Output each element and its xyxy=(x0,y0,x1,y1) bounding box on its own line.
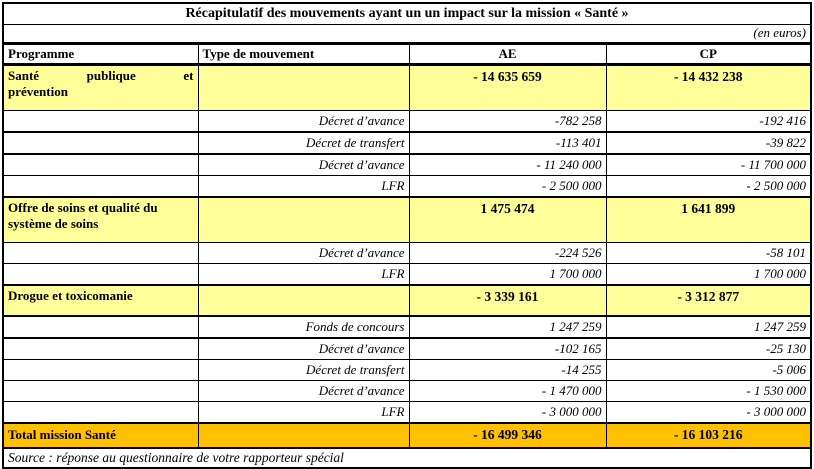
cp-value: 1 247 259 xyxy=(605,315,812,339)
program-name-line2: système de soins xyxy=(8,216,99,232)
movement-row: LFR - 2 500 000 - 2 500 000 xyxy=(2,175,812,198)
empty-cell xyxy=(197,284,410,317)
movement-row: Décret de transfert -14 255 -5 006 xyxy=(2,359,812,381)
cp-value: - 14 432 238 xyxy=(605,63,812,111)
col-header-ae: AE xyxy=(408,43,607,66)
ae-value: - 3 000 000 xyxy=(408,401,607,424)
empty-cell xyxy=(2,401,199,424)
cp-value: -39 822 xyxy=(605,131,812,155)
cp-value: 1 641 899 xyxy=(605,196,812,243)
empty-cell xyxy=(2,242,199,264)
empty-cell xyxy=(2,110,199,133)
empty-cell xyxy=(197,196,410,243)
ae-value: 1 700 000 xyxy=(408,263,607,286)
movement-row: Fonds de concours 1 247 259 1 247 259 xyxy=(2,315,812,339)
movement-type: Décret d’avance xyxy=(197,110,410,133)
total-row: Total mission Santé - 16 499 346 - 16 10… xyxy=(2,422,812,449)
empty-cell xyxy=(2,153,199,176)
total-label: Total mission Santé xyxy=(2,422,199,449)
movement-row: Décret d’avance -102 165 -25 130 xyxy=(2,337,812,360)
empty-cell xyxy=(2,359,199,381)
program-summary-row: Santé publique et prévention - 14 635 65… xyxy=(2,63,812,111)
empty-cell xyxy=(2,131,199,155)
program-summary-row: Offre de soins et qualité du système de … xyxy=(2,196,812,243)
header-row: Programme Type de mouvement AE CP xyxy=(2,43,812,66)
empty-cell xyxy=(2,337,199,360)
movement-type: Décret de transfert xyxy=(197,131,410,155)
cp-value: -5 006 xyxy=(605,359,812,381)
movement-type: Décret de transfert xyxy=(197,359,410,381)
ae-value: - 3 339 161 xyxy=(408,284,607,317)
movement-type: LFR xyxy=(197,401,410,424)
movement-row: Décret d’avance - 1 470 000 - 1 530 000 xyxy=(2,380,812,402)
ae-value: -113 401 xyxy=(408,131,607,155)
empty-cell xyxy=(2,175,199,198)
cp-value: - 2 500 000 xyxy=(605,175,812,198)
movement-type: LFR xyxy=(197,175,410,198)
movement-type: Décret d’avance xyxy=(197,380,410,402)
ae-value: - 14 635 659 xyxy=(408,63,607,111)
ae-value: 1 475 474 xyxy=(408,196,607,243)
program-summary-row: Drogue et toxicomanie - 3 339 161 - 3 31… xyxy=(2,284,812,317)
ae-value: -782 258 xyxy=(408,110,607,133)
program-name: Santé publique et prévention xyxy=(2,63,199,111)
cp-value: - 1 530 000 xyxy=(605,380,812,402)
cp-value: - 3 312 877 xyxy=(605,284,812,317)
col-header-type: Type de mouvement xyxy=(197,43,410,66)
total-ae-value: - 16 499 346 xyxy=(408,422,607,449)
empty-cell xyxy=(197,422,410,449)
program-name: Offre de soins et qualité du système de … xyxy=(2,196,199,243)
total-cp-value: - 16 103 216 xyxy=(605,422,812,449)
ae-value: -224 526 xyxy=(408,242,607,264)
cp-value: 1 700 000 xyxy=(605,263,812,286)
unit-note: (en euros) xyxy=(2,24,812,45)
ae-value: -14 255 xyxy=(408,359,607,381)
empty-cell xyxy=(197,63,410,111)
cp-value: - 11 700 000 xyxy=(605,153,812,176)
cp-value: - 3 000 000 xyxy=(605,401,812,424)
program-name-line1: Santé publique et xyxy=(8,68,194,83)
ae-value: -102 165 xyxy=(408,337,607,360)
ae-value: - 2 500 000 xyxy=(408,175,607,198)
cp-value: -25 130 xyxy=(605,337,812,360)
page-title: Récapitulatif des mouvements ayant un un… xyxy=(2,2,812,25)
movement-type: LFR xyxy=(197,263,410,286)
source-note: Source : réponse au questionnaire de vot… xyxy=(2,447,812,469)
ae-value: 1 247 259 xyxy=(408,315,607,339)
col-header-cp: CP xyxy=(605,43,812,66)
ae-value: - 11 240 000 xyxy=(408,153,607,176)
table-row: (en euros) xyxy=(2,24,812,45)
program-name-line2: prévention xyxy=(8,84,68,100)
movement-type: Décret d’avance xyxy=(197,337,410,360)
empty-cell xyxy=(2,315,199,339)
cp-value: -58 101 xyxy=(605,242,812,264)
source-row: Source : réponse au questionnaire de vot… xyxy=(2,447,812,469)
movement-row: Décret d’avance - 11 240 000 - 11 700 00… xyxy=(2,153,812,176)
movement-type: Décret d’avance xyxy=(197,242,410,264)
empty-cell xyxy=(2,263,199,286)
movement-row: Décret de transfert -113 401 -39 822 xyxy=(2,131,812,155)
ae-value: - 1 470 000 xyxy=(408,380,607,402)
empty-cell xyxy=(2,380,199,402)
program-name-line1: Offre de soins et qualité du xyxy=(8,200,158,215)
movement-row: LFR - 3 000 000 - 3 000 000 xyxy=(2,401,812,424)
movement-row: Décret d’avance -224 526 -58 101 xyxy=(2,242,812,264)
movement-type: Fonds de concours xyxy=(197,315,410,339)
movement-row: Décret d’avance -782 258 -192 416 xyxy=(2,110,812,133)
cp-value: -192 416 xyxy=(605,110,812,133)
col-header-programme: Programme xyxy=(2,43,199,66)
movement-type: Décret d’avance xyxy=(197,153,410,176)
movement-row: LFR 1 700 000 1 700 000 xyxy=(2,263,812,286)
program-name: Drogue et toxicomanie xyxy=(2,284,199,317)
table-row: Récapitulatif des mouvements ayant un un… xyxy=(2,2,812,25)
